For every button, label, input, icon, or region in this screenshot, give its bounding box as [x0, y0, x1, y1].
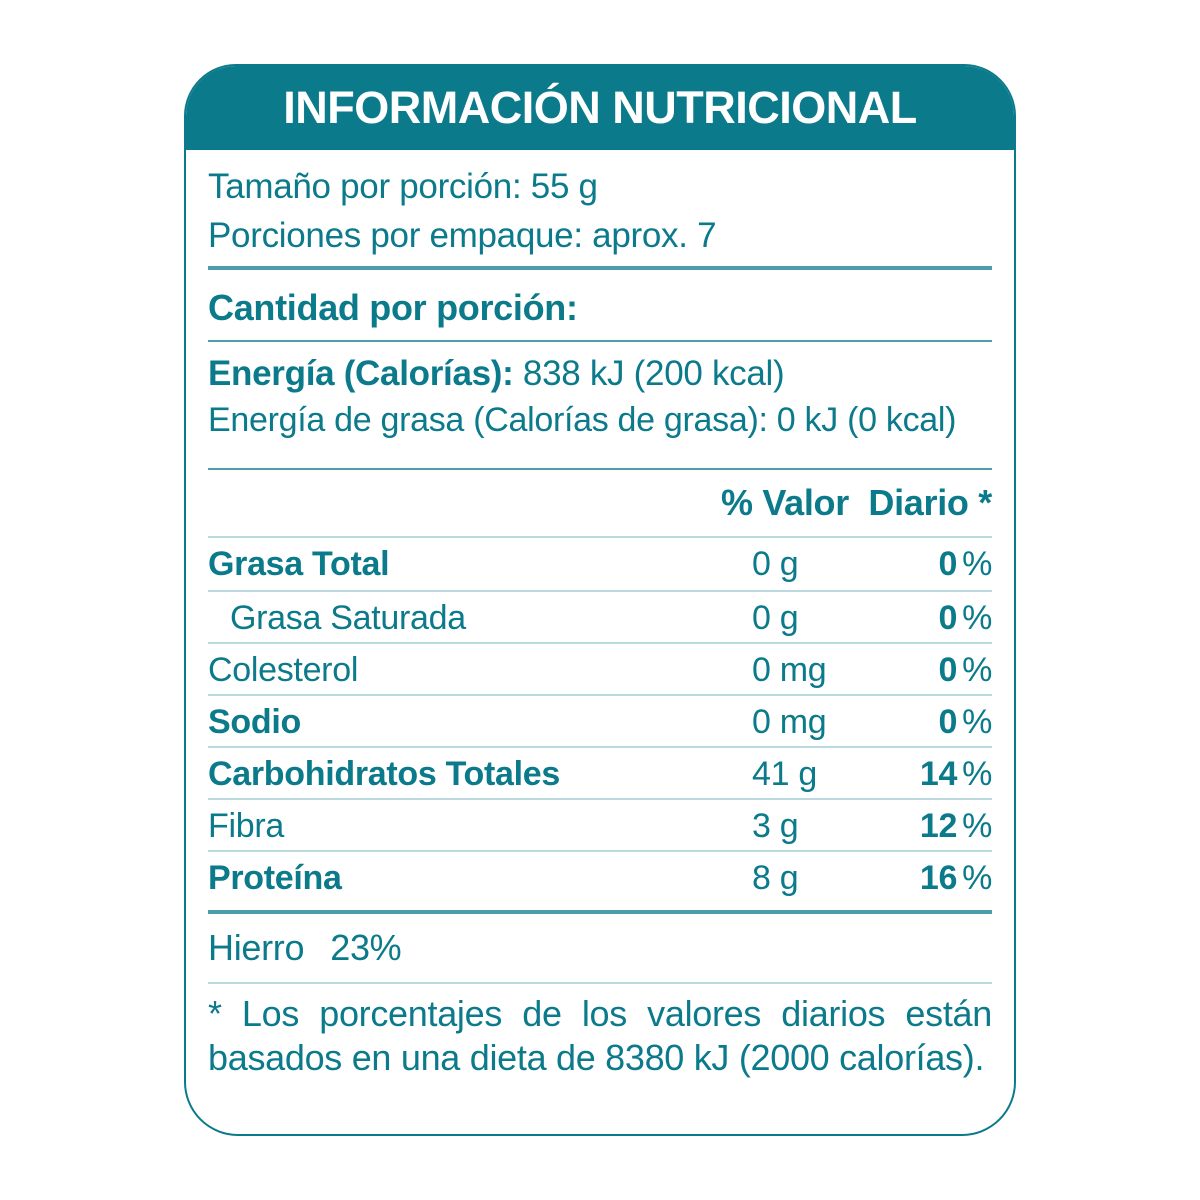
nutrient-row-proteina: Proteína 8 g 16% — [208, 850, 992, 902]
nutrient-label: Colesterol — [208, 651, 359, 689]
nutrient-amount: 8 g — [752, 859, 799, 897]
percent-sign: % — [962, 599, 992, 637]
nutrient-amount: 0 mg — [752, 703, 827, 741]
nutrient-row-carbohidratos: Carbohidratos Totales 41 g 14% — [208, 746, 992, 798]
nutrient-dv: 0% — [912, 696, 992, 748]
energy-line: Energía (Calorías): 838 kJ (200 kcal) — [208, 350, 992, 398]
nutrient-amount: 41 g — [752, 755, 817, 793]
divider-light — [208, 536, 992, 538]
nutrient-row-sodio: Sodio 0 mg 0% — [208, 694, 992, 746]
servings-per-pack-line: Porciones por empaque: aprox. 7 — [208, 216, 717, 255]
divider-thick — [208, 266, 992, 270]
label-header: INFORMACIÓN NUTRICIONAL — [186, 66, 1014, 150]
dv-number: 0 — [938, 599, 958, 637]
nutrient-dv: 0% — [912, 592, 992, 644]
percent-sign: % — [962, 703, 992, 741]
divider-thick — [208, 910, 992, 914]
dv-number: 0 — [938, 651, 958, 689]
nutrient-label: Carbohidratos Totales — [208, 755, 561, 793]
nutrient-row-fibra: Fibra 3 g 12% — [208, 798, 992, 850]
mineral-label: Hierro — [208, 927, 305, 968]
nutrition-label: INFORMACIÓN NUTRICIONAL Tamaño por porci… — [184, 64, 1016, 1136]
nutrient-label: Fibra — [208, 807, 284, 845]
daily-value-header: % Valor Diario * — [721, 482, 992, 523]
dv-number: 12 — [919, 807, 958, 845]
dv-number: 16 — [919, 859, 958, 897]
nutrient-label: Sodio — [208, 703, 301, 741]
nutrient-row-grasa-total: Grasa Total 0 g 0% — [208, 538, 992, 590]
daily-value-footnote: * Los porcentajes de los valores diarios… — [208, 993, 992, 1078]
minerals-line: Hierro 23% — [208, 924, 992, 972]
percent-sign: % — [962, 755, 992, 793]
serving-size-line: Tamaño por porción: 55 g — [208, 167, 598, 206]
label-title: INFORMACIÓN NUTRICIONAL — [283, 82, 917, 133]
amount-per-serving-heading: Cantidad por porción: — [208, 287, 578, 328]
percent-sign: % — [962, 545, 992, 583]
nutrient-amount: 0 mg — [752, 651, 827, 689]
divider-thin — [208, 468, 992, 470]
percent-sign: % — [962, 859, 992, 897]
divider-light — [208, 982, 992, 984]
percent-sign: % — [962, 651, 992, 689]
nutrient-dv: 16% — [912, 852, 992, 904]
nutrient-label: Grasa Total — [208, 545, 390, 583]
nutrient-amount: 3 g — [752, 807, 799, 845]
nutrient-table: Grasa Total 0 g 0% Grasa Saturada 0 g 0%… — [208, 538, 992, 902]
nutrient-dv: 12% — [912, 800, 992, 852]
percent-sign: % — [962, 807, 992, 845]
nutrient-label: Grasa Saturada — [230, 599, 466, 637]
mineral-value: 23% — [330, 927, 402, 968]
divider-thin — [208, 340, 992, 342]
energy-label: Energía (Calorías): — [208, 354, 514, 393]
energy-value: 838 kJ (200 kcal) — [513, 354, 785, 393]
nutrient-row-colesterol: Colesterol 0 mg 0% — [208, 642, 992, 694]
nutrient-row-grasa-saturada: Grasa Saturada 0 g 0% — [208, 590, 992, 642]
dv-number: 0 — [938, 545, 958, 583]
nutrient-dv: 0% — [912, 644, 992, 696]
nutrient-label: Proteína — [208, 859, 342, 897]
serving-info: Tamaño por porción: 55 g Porciones por e… — [208, 162, 992, 260]
label-content: Tamaño por porción: 55 g Porciones por e… — [186, 162, 1014, 1080]
nutrient-amount: 0 g — [752, 599, 799, 637]
nutrient-dv: 0% — [912, 538, 992, 590]
dv-number: 0 — [938, 703, 958, 741]
nutrient-amount: 0 g — [752, 545, 799, 583]
dv-number: 14 — [919, 755, 958, 793]
energy-fat-line: Energía de grasa (Calorías de grasa): 0 … — [208, 401, 957, 439]
nutrient-dv: 14% — [912, 748, 992, 800]
